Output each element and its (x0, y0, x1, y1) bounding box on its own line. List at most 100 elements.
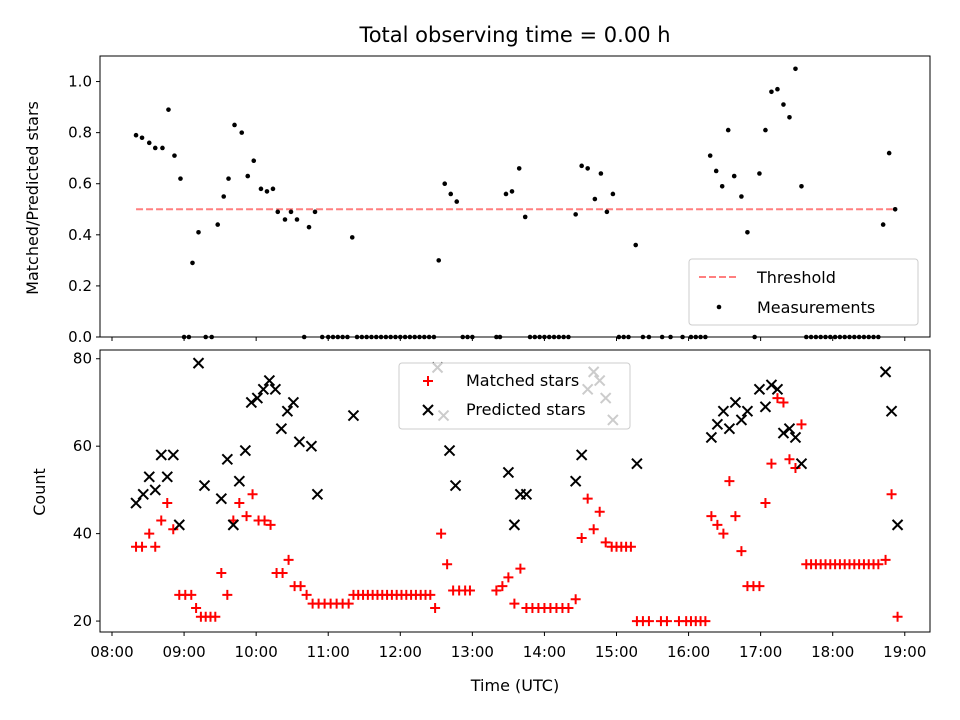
data-point (491, 585, 502, 596)
data-point (879, 366, 892, 378)
data-point (592, 196, 598, 202)
y-tick-label: 40 (73, 525, 92, 543)
data-point (799, 183, 804, 189)
data-point (795, 457, 808, 470)
data-point (454, 199, 460, 204)
data-point (270, 186, 276, 192)
data-point (227, 519, 240, 531)
data-point (186, 589, 197, 600)
x-tick-label: 16:00 (667, 643, 710, 661)
data-point (717, 405, 730, 417)
legend-matched-label: Matched stars (466, 371, 579, 390)
data-point (503, 191, 509, 197)
legend-predicted-label: Predicted stars (466, 400, 586, 419)
data-point (880, 554, 891, 565)
data-point (190, 260, 195, 266)
data-point (582, 493, 593, 504)
data-point (502, 466, 515, 479)
data-point (787, 115, 792, 120)
data-point (311, 488, 324, 500)
data-point (137, 488, 149, 500)
data-point (251, 158, 257, 164)
top-axes: 0.0 0.2 0.4 0.6 0.8 1.0 (68, 55, 931, 346)
data-point (766, 458, 777, 469)
x-tick-label: 09:00 (162, 643, 205, 661)
data-point (149, 484, 161, 496)
y-tick-label: 0.4 (68, 226, 92, 244)
data-point (269, 383, 282, 396)
data-point (247, 489, 258, 500)
x-tick-label: 18:00 (811, 643, 854, 661)
x-tick-label: 12:00 (379, 643, 422, 661)
data-point (293, 436, 306, 448)
data-point (700, 616, 711, 627)
data-point (172, 153, 177, 158)
data-point (576, 533, 587, 543)
data-point (707, 153, 713, 158)
data-point (573, 212, 578, 217)
data-point (161, 471, 173, 483)
data-point (886, 489, 897, 500)
data-point (885, 405, 898, 417)
data-point (139, 135, 145, 141)
data-point (741, 405, 754, 417)
data-point (258, 186, 264, 192)
bottom-axes: 20 40 60 80 08:00 09:00 10:00 11:00 12:00 13:00 14… (73, 349, 931, 661)
data-point (196, 229, 201, 235)
data-point (442, 181, 448, 187)
top-legend: Threshold Measurements (688, 258, 919, 326)
data-point (723, 422, 736, 435)
legend-threshold-label: Threshold (756, 268, 836, 287)
data-point (448, 191, 454, 197)
data-point (516, 166, 522, 171)
data-point (585, 166, 590, 171)
data-point (146, 140, 152, 146)
data-point (294, 217, 300, 222)
legend-predicted-swatch (422, 404, 434, 416)
data-point (598, 171, 604, 176)
data-point (257, 383, 270, 396)
data-point (625, 541, 636, 552)
data-point (731, 173, 737, 179)
data-point (301, 589, 312, 600)
data-point (730, 511, 741, 522)
data-point (425, 589, 436, 600)
data-point (796, 419, 807, 430)
data-point (173, 519, 185, 531)
data-point (735, 414, 748, 426)
data-point (306, 224, 312, 230)
x-tick-label: 14:00 (523, 643, 566, 661)
data-point (436, 258, 442, 263)
data-point (443, 444, 456, 457)
y-tick-label: 1.0 (68, 73, 92, 91)
data-point (570, 594, 581, 605)
data-point (736, 546, 747, 557)
data-point (198, 479, 211, 492)
data-point (226, 176, 231, 181)
data-point (234, 498, 245, 509)
data-point (155, 449, 167, 461)
data-point (239, 130, 245, 135)
data-point (312, 209, 318, 215)
data-point (347, 409, 360, 422)
x-tick-label: 11:00 (307, 643, 350, 661)
data-point (771, 383, 784, 396)
data-point (449, 479, 462, 492)
data-point (633, 242, 639, 248)
data-point (569, 475, 582, 487)
data-point (178, 176, 183, 181)
data-point (221, 194, 227, 199)
data-point (783, 422, 796, 435)
data-point (886, 150, 892, 156)
data-point (152, 145, 158, 151)
data-point (192, 357, 205, 369)
y-tick-label: 20 (73, 612, 92, 630)
data-point (245, 173, 251, 179)
data-point (215, 492, 228, 505)
y-tick-label: 0.8 (68, 124, 92, 142)
top-axes-frame (99, 55, 931, 338)
data-point (156, 515, 167, 526)
data-point (520, 488, 533, 500)
data-point (778, 397, 789, 408)
data-point (515, 563, 526, 574)
